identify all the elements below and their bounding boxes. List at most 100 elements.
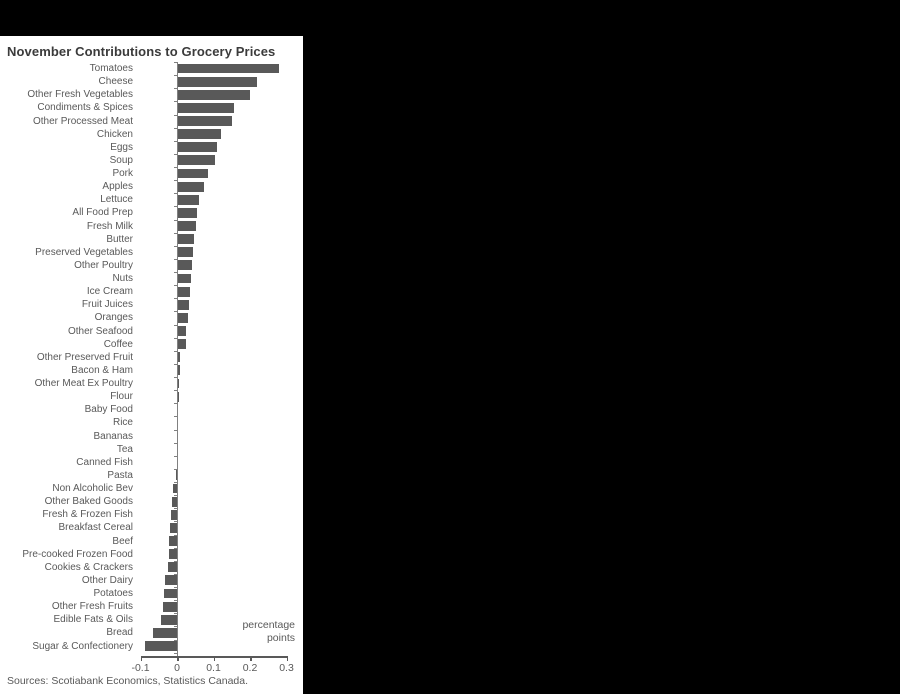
bar [177,234,195,245]
bar [177,76,258,87]
category-tick [174,324,177,326]
table-row: Non Alcoholic Bev [0,482,303,495]
category-label: Rice [112,417,133,429]
bar-cell [133,285,303,298]
bar [160,614,177,625]
bar [177,116,232,126]
category-label: Bread [106,627,133,639]
x-axis-tick-label: 0.3 [279,662,294,674]
table-row: Fresh Milk [0,220,303,233]
bar-cell [133,128,303,141]
bar-cell [133,469,303,482]
category-label: Preserved Vegetables [35,246,133,258]
table-row: Nuts [0,272,303,285]
category-label: Other Seafood [67,325,133,337]
category-tick [174,167,177,168]
table-row: Tea [0,443,303,456]
category-tick [174,547,177,549]
bar [162,601,177,612]
category-tick [174,101,177,103]
category-tick [174,416,177,418]
bar-cell [133,298,303,311]
bar-cell [133,600,303,613]
axis-unit-label: percentage points [242,619,295,645]
bar-cell [133,482,303,495]
bar-cell [133,233,303,246]
category-label: Oranges [94,312,133,324]
table-row: Baby Food [0,403,303,416]
bar-cell [133,193,303,206]
category-tick [174,613,177,615]
bar-cell [133,548,303,561]
table-row: Ice Cream [0,285,303,298]
table-row: Other Fresh Vegetables [0,88,303,101]
category-label: Other Processed Meat [32,115,133,127]
category-tick [174,403,177,405]
unit-label-line1: percentage [242,619,295,631]
bar [177,365,180,376]
bar [173,483,177,494]
category-label: All Food Prep [72,207,133,219]
x-axis-tick-label: 0 [174,662,180,674]
category-tick [174,219,177,221]
category-label: Pork [112,168,133,180]
category-tick [174,429,177,431]
category-tick [174,442,177,444]
table-row: Coffee [0,338,303,351]
bar [170,509,177,520]
bar [168,549,177,560]
bar-cell [133,206,303,219]
bar-cell [133,521,303,534]
bar-cell [133,377,303,390]
bar [176,470,177,481]
bar-cell [133,587,303,600]
x-axis-tick [250,656,252,661]
bar [177,273,191,284]
table-row: Lettuce [0,193,303,206]
table-row: Condiments & Spices [0,101,303,114]
bar-cell [133,259,303,272]
table-row: Other Poultry [0,259,303,272]
bar [177,129,221,140]
category-label: Flour [110,391,133,403]
table-row: Sugar & Confectionery [0,640,303,653]
bar [152,627,177,638]
chart-title: November Contributions to Grocery Prices [7,44,276,59]
bar [177,168,209,179]
bar [171,496,177,507]
table-row: Other Processed Meat [0,115,303,128]
bar-cell [133,626,303,639]
table-row: Bananas [0,430,303,443]
bar [177,260,192,271]
category-label: Eggs [110,141,133,153]
bar [177,299,190,310]
category-tick [174,62,177,63]
category-tick [174,206,177,208]
table-row: Fruit Juices [0,298,303,311]
bar-cell [133,508,303,521]
category-label: Sugar & Confectionery [32,640,133,652]
category-tick [174,455,177,457]
category-label: Other Fresh Vegetables [27,89,133,101]
table-row: Apples [0,180,303,193]
category-tick [174,560,177,562]
category-tick [174,652,177,654]
category-label: Other Preserved Fruit [36,351,133,363]
bar [177,339,187,350]
bar-cell [133,141,303,154]
bar [177,194,199,205]
category-tick [174,75,177,77]
table-row: Other Baked Goods [0,495,303,508]
category-tick [174,495,177,497]
bar-rows: Tomatoes Cheese Other Fresh Vegetables Cond… [0,62,303,653]
category-tick [174,639,177,641]
bar-cell [133,88,303,101]
category-label: Tea [116,443,133,455]
category-tick [174,534,177,536]
bar-cell [133,351,303,364]
category-tick [174,521,177,523]
table-row: Pasta [0,469,303,482]
bar-cell [133,115,303,128]
x-axis-tick-label: 0.1 [206,662,221,674]
